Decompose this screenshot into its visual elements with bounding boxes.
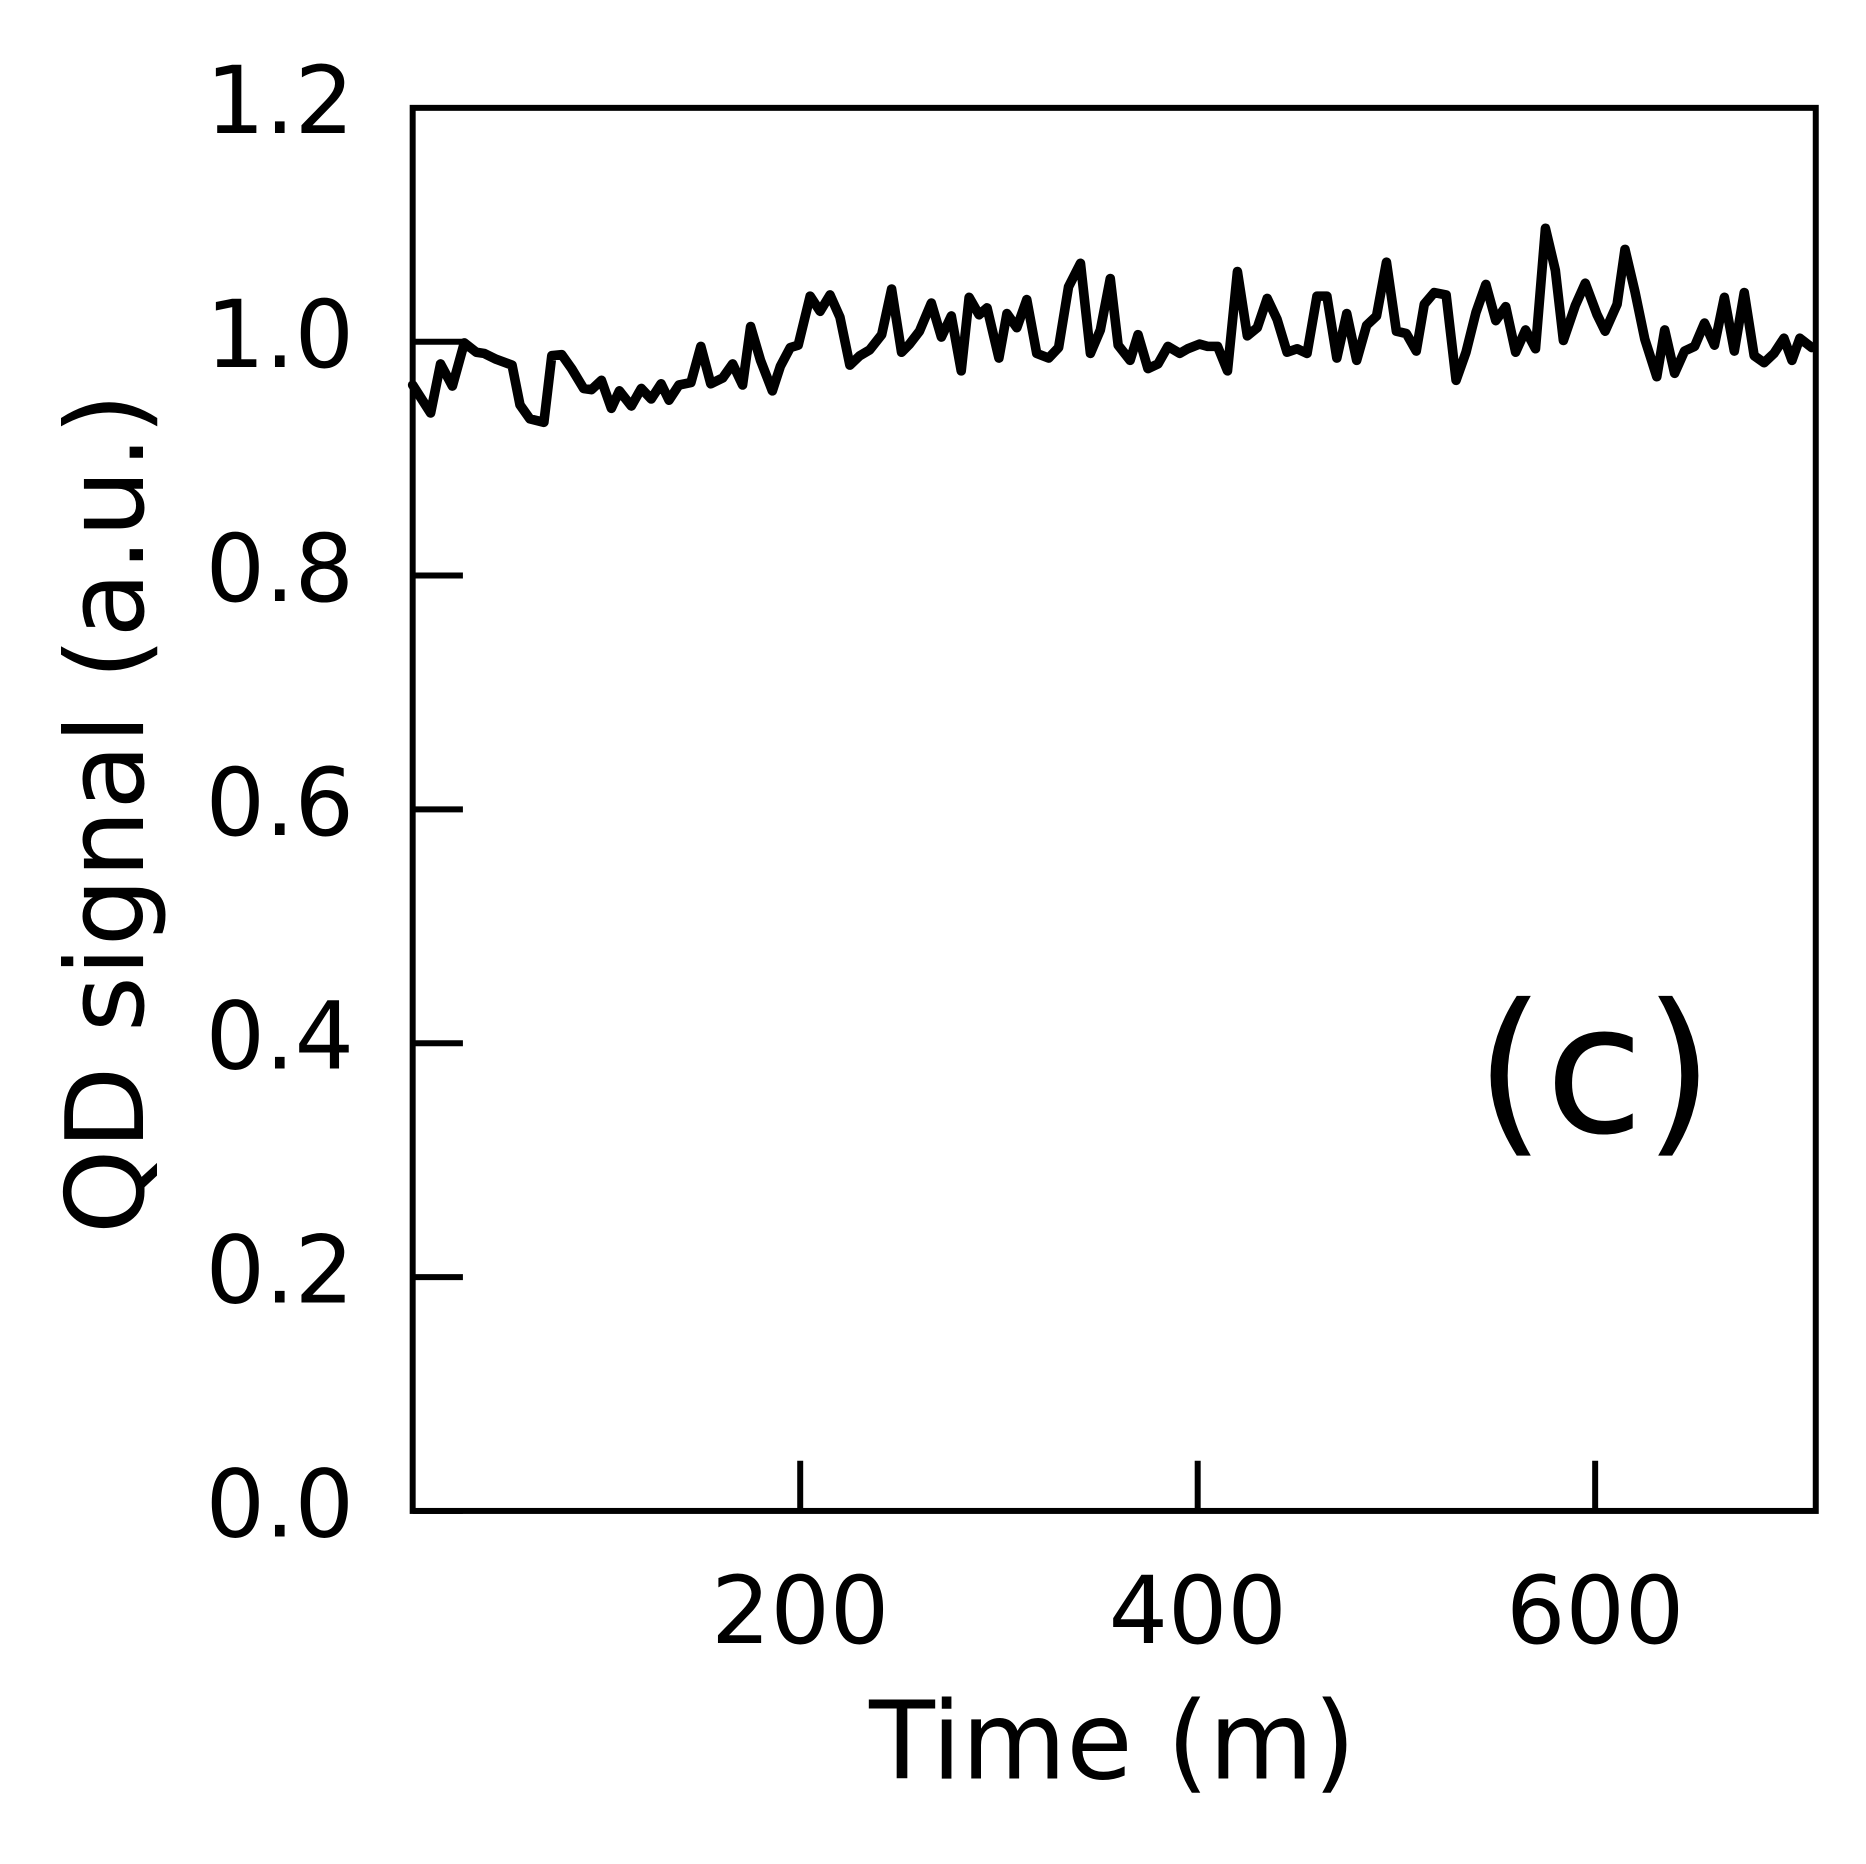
panel-annotation: (c) bbox=[1475, 966, 1714, 1175]
data-line bbox=[407, 223, 1817, 428]
x-tick-label: 200 bbox=[711, 1557, 889, 1666]
plot-frame bbox=[409, 104, 1819, 1514]
y-tick-label: 1.0 bbox=[206, 281, 354, 390]
y-tick-label: 1.2 bbox=[206, 47, 354, 156]
y-tick-label: 0.6 bbox=[206, 749, 354, 858]
y-axis-label: QD signal (a.u.) bbox=[44, 393, 169, 1234]
y-tick-label: 0.8 bbox=[206, 515, 354, 624]
y-tick-label: 0.4 bbox=[206, 983, 354, 1092]
y-tick-label: 0.2 bbox=[206, 1216, 354, 1325]
y-tick-label: 0.0 bbox=[206, 1450, 354, 1559]
x-tick-label: 600 bbox=[1506, 1557, 1684, 1666]
x-tick-label: 400 bbox=[1109, 1557, 1287, 1666]
x-axis-label: Time (m) bbox=[868, 1679, 1356, 1804]
